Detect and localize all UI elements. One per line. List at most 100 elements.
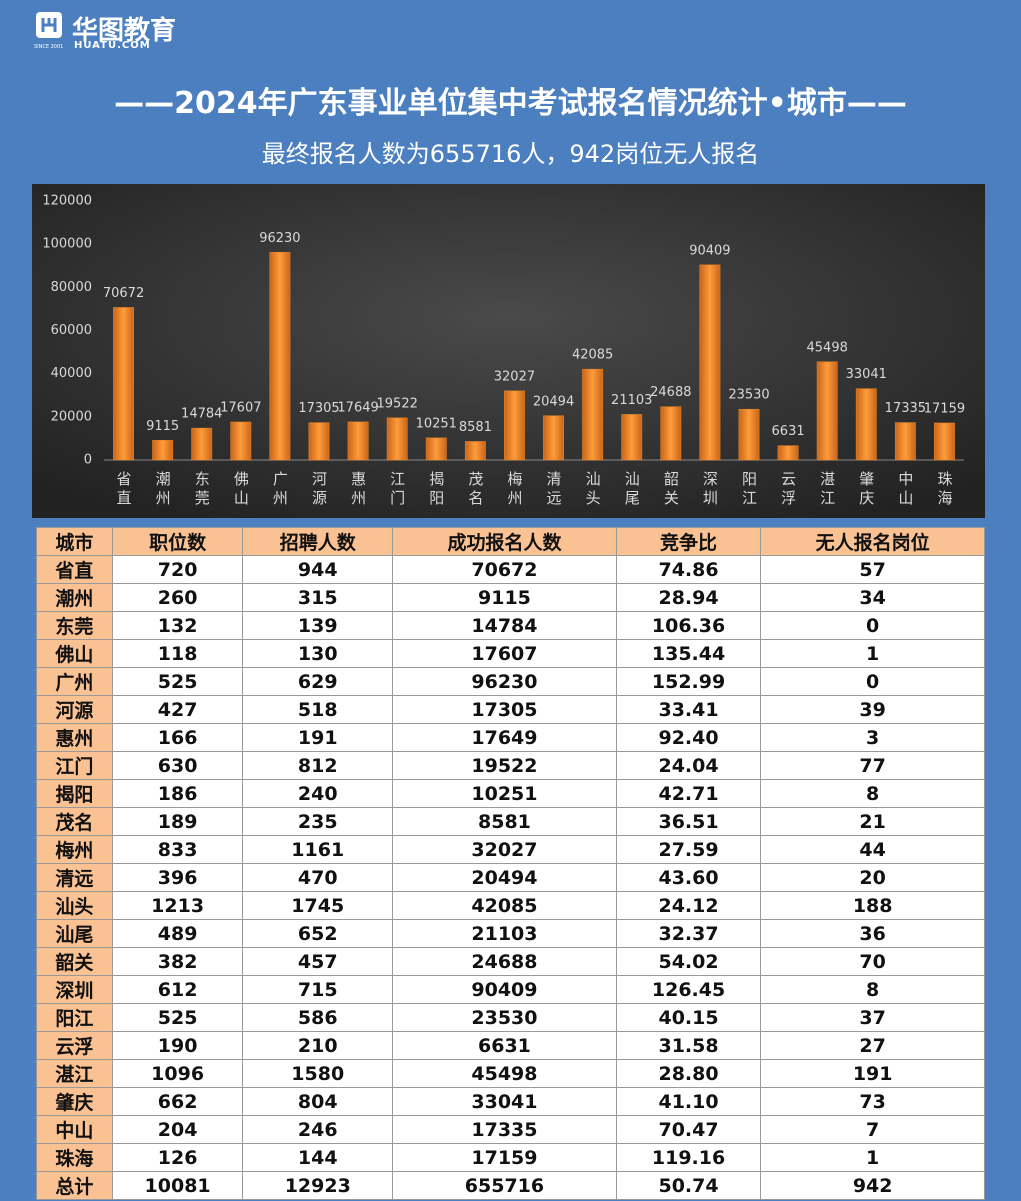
table-cell: 44 — [760, 835, 985, 864]
table-cell: 942 — [760, 1171, 985, 1200]
x-tick-label: 佛山 — [232, 471, 250, 509]
table-cell: 210 — [242, 1031, 394, 1060]
table-cell: 470 — [242, 863, 394, 892]
table-cell: 汕尾 — [36, 919, 113, 948]
table-cell: 31.58 — [615, 1031, 762, 1060]
table-cell: 190 — [111, 1031, 244, 1060]
table-cell: 715 — [242, 975, 394, 1004]
table-cell: 42.71 — [615, 779, 762, 808]
table-cell: 21103 — [392, 919, 617, 948]
data-label: 17159 — [924, 401, 965, 416]
table-cell: 省直 — [36, 555, 113, 584]
x-tick-label: 广州 — [271, 471, 289, 509]
table-row: 中山 204 246 17335 70.47 7 — [36, 1115, 985, 1144]
table-cell: 1745 — [242, 891, 394, 920]
table-cell: 37 — [760, 1003, 985, 1032]
table-cell: 235 — [242, 807, 394, 836]
table-cell: 7 — [760, 1115, 985, 1144]
data-label: 17607 — [220, 400, 261, 415]
table-cell: 河源 — [36, 695, 113, 724]
table-cell: 92.40 — [615, 723, 762, 752]
table-cell: 韶关 — [36, 947, 113, 976]
table-cell: 无人报名岗位 — [760, 527, 985, 556]
table-row: 惠州 166 191 17649 92.40 3 — [36, 723, 985, 752]
table-row: 江门 630 812 19522 24.04 77 — [36, 751, 985, 780]
x-tick-label: 韶关 — [662, 471, 680, 509]
x-tick-label: 云浮 — [779, 471, 797, 509]
x-tick-label: 江门 — [388, 471, 406, 509]
data-label: 6631 — [772, 424, 805, 439]
table-cell: 944 — [242, 555, 394, 584]
table-cell: 45498 — [392, 1059, 617, 1088]
table-cell: 612 — [111, 975, 244, 1004]
table-cell: 17159 — [392, 1143, 617, 1172]
table-cell: 246 — [242, 1115, 394, 1144]
table-cell: 130 — [242, 639, 394, 668]
table-row: 茂名 189 235 8581 36.51 21 — [36, 807, 985, 836]
bar — [230, 421, 252, 461]
table-cell: 20 — [760, 863, 985, 892]
table-row: 云浮 190 210 6631 31.58 27 — [36, 1031, 985, 1060]
bar — [543, 415, 564, 461]
table-cell: 32027 — [392, 835, 617, 864]
table-cell: 云浮 — [36, 1031, 113, 1060]
table-cell: 586 — [242, 1003, 394, 1032]
table-row: 总计 10081 12923 655716 50.74 942 — [36, 1171, 985, 1200]
table-cell: 74.86 — [615, 555, 762, 584]
data-label: 9115 — [146, 419, 179, 434]
y-tick-label: 0 — [84, 453, 92, 468]
data-label: 17649 — [337, 400, 378, 415]
logo-brand: 华图教育 — [72, 16, 177, 46]
table-row: 湛江 1096 1580 45498 28.80 191 — [36, 1059, 985, 1088]
table-cell: 东莞 — [36, 611, 113, 640]
table-cell: 139 — [242, 611, 394, 640]
table-cell: 812 — [242, 751, 394, 780]
table-cell: 518 — [242, 695, 394, 724]
table-cell: 382 — [111, 947, 244, 976]
table-cell: 广州 — [36, 667, 113, 696]
table-cell: 中山 — [36, 1115, 113, 1144]
table-cell: 396 — [111, 863, 244, 892]
table-cell: 17649 — [392, 723, 617, 752]
table-row: 韶关 382 457 24688 54.02 70 — [36, 947, 985, 976]
table-cell: 招聘人数 — [242, 527, 394, 556]
table-cell: 14784 — [392, 611, 617, 640]
data-label: 17305 — [298, 401, 339, 416]
y-tick-label: 60000 — [51, 323, 92, 338]
data-label: 32027 — [494, 369, 535, 384]
table-cell: 职位数 — [111, 527, 244, 556]
table-cell: 106.36 — [615, 611, 762, 640]
table-row: 梅州 833 1161 32027 27.59 44 — [36, 835, 985, 864]
table-cell: 655716 — [392, 1171, 617, 1200]
table-cell: 189 — [111, 807, 244, 836]
bar — [738, 408, 760, 461]
bar — [152, 440, 174, 461]
table-row: 深圳 612 715 90409 126.45 8 — [36, 975, 985, 1004]
table-cell: 804 — [242, 1087, 394, 1116]
table-cell: 43.60 — [615, 863, 762, 892]
data-label: 24688 — [650, 385, 691, 400]
bar — [660, 406, 682, 461]
bar — [464, 441, 486, 461]
table-row: 河源 427 518 17305 33.41 39 — [36, 695, 985, 724]
table-cell: 江门 — [36, 751, 113, 780]
table-cell: 8 — [760, 779, 985, 808]
x-tick-label: 湛江 — [818, 471, 836, 509]
x-tick-label: 清远 — [545, 471, 563, 509]
table-cell: 珠海 — [36, 1143, 113, 1172]
bar — [269, 252, 291, 461]
table-cell: 24.12 — [615, 891, 762, 920]
table-cell: 梅州 — [36, 835, 113, 864]
y-tick-label: 20000 — [51, 409, 92, 424]
x-tick-label: 河源 — [310, 471, 328, 509]
table-cell: 119.16 — [615, 1143, 762, 1172]
table-cell: 525 — [111, 667, 244, 696]
table-cell: 1580 — [242, 1059, 394, 1088]
x-tick-label: 省直 — [115, 471, 133, 509]
logo-since: SINCE 2001 — [34, 44, 64, 50]
table-cell: 1213 — [111, 891, 244, 920]
table-cell: 肇庆 — [36, 1087, 113, 1116]
table-cell: 湛江 — [36, 1059, 113, 1088]
table-cell: 96230 — [392, 667, 617, 696]
table-cell: 6631 — [392, 1031, 617, 1060]
